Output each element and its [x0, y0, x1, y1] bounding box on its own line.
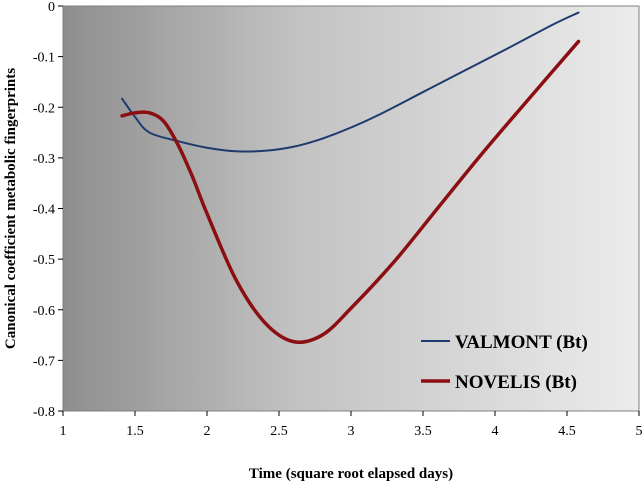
- y-tick-label: -0.8: [33, 405, 55, 420]
- y-tick-label: 0: [48, 0, 55, 15]
- x-tick-label: 1.5: [126, 424, 144, 439]
- series-lines: [120, 11, 581, 345]
- x-tick-label: 2: [204, 424, 211, 439]
- x-axis-title: Time (square root elapsed days): [249, 466, 453, 482]
- legend-label: NOVELIS (Bt): [455, 372, 577, 393]
- x-tick-label: 3: [348, 424, 355, 439]
- legend-label: VALMONT (Bt): [455, 332, 588, 353]
- y-tick-label: -0.5: [33, 253, 55, 268]
- y-tick-label: -0.1: [33, 51, 55, 66]
- y-axis: 0 -0.1 -0.2 -0.3 -0.4 -0.5 -0.6 -0.7 -0.8: [33, 0, 63, 420]
- x-tick-label: 1: [60, 424, 67, 439]
- y-axis-title: Canonical coefficient metabolic fingerpr…: [3, 68, 19, 349]
- x-tick-label: 3.5: [414, 424, 432, 439]
- legend: VALMONT (Bt) NOVELIS (Bt): [421, 332, 588, 393]
- y-tick-label: -0.2: [33, 101, 55, 116]
- y-tick-label: -0.6: [33, 304, 55, 319]
- x-tick-label: 2.5: [270, 424, 288, 439]
- y-tick-label: -0.4: [33, 203, 55, 218]
- y-tick-label: -0.7: [33, 354, 55, 369]
- plot-area: [62, 5, 640, 412]
- x-tick-label: 4: [492, 424, 499, 439]
- series-line-valmont-bt: [121, 11, 580, 153]
- x-tick-label: 4.5: [558, 424, 576, 439]
- x-tick-label: 5: [636, 424, 643, 439]
- y-tick-label: -0.3: [33, 152, 55, 167]
- series-line-novelis-bt: [120, 39, 581, 345]
- x-axis: 1 1.5 2 2.5 3 3.5 4 4.5 5: [60, 411, 643, 439]
